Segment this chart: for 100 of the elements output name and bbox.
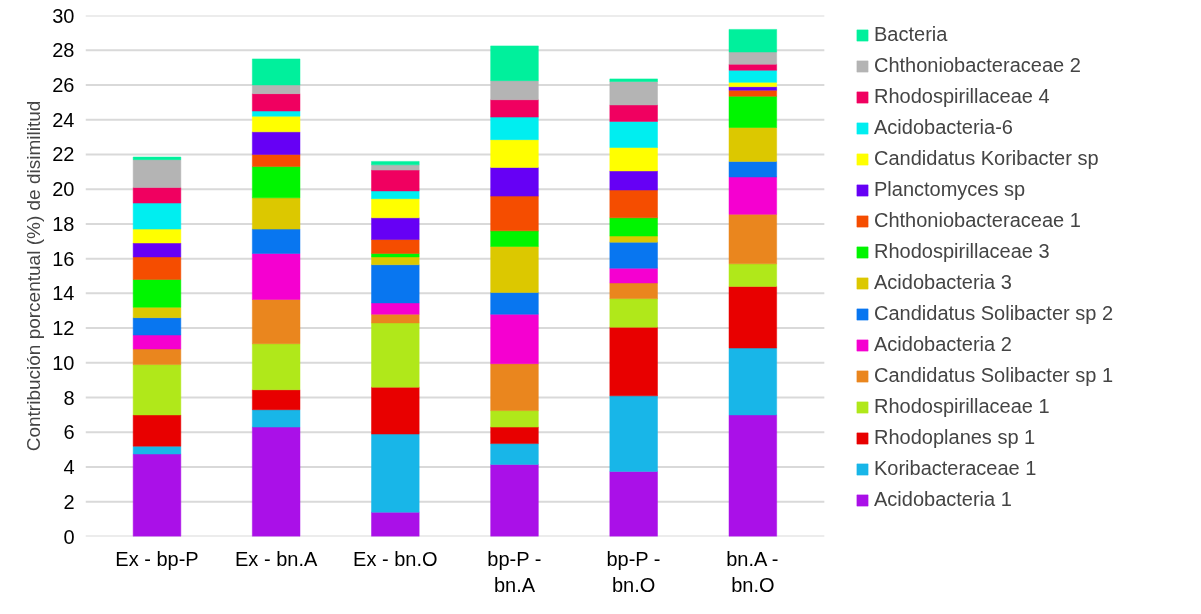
bar [371, 169, 420, 192]
bar [371, 322, 420, 388]
bar [728, 89, 777, 97]
bar [490, 80, 539, 100]
bar [132, 156, 182, 160]
bar [132, 279, 182, 308]
x-tick-label: Ex - bn.O [353, 547, 438, 570]
bar [252, 228, 301, 254]
bar [728, 86, 777, 91]
y-tick-label: 30 [52, 4, 75, 27]
bar [132, 453, 182, 537]
bar [609, 235, 658, 243]
legend-label: Candidatus Solibacter sp 2 [874, 302, 1114, 325]
bar [609, 147, 658, 172]
bar [371, 302, 420, 315]
bar [132, 256, 182, 280]
y-tick-label: 8 [63, 386, 75, 409]
bar [728, 51, 777, 65]
y-axis-title: Contribución porcentual (%) de disimilitud [23, 100, 45, 452]
bar [371, 253, 420, 258]
y-tick-label: 28 [52, 39, 75, 62]
bar [490, 99, 539, 118]
y-tick-label: 0 [63, 525, 75, 548]
bar [609, 189, 658, 219]
bar [728, 29, 777, 53]
bar [490, 313, 539, 364]
y-tick-label: 20 [52, 178, 75, 201]
y-tick-label: 10 [52, 351, 75, 374]
bar [609, 170, 658, 191]
bar [609, 267, 658, 284]
bar [609, 104, 658, 122]
bar [490, 443, 539, 465]
bar [252, 389, 301, 410]
bar [490, 230, 539, 247]
y-tick-label: 26 [52, 73, 75, 96]
bar [728, 414, 777, 537]
bar [132, 242, 182, 258]
legend-label: Koribacteraceae 1 [874, 457, 1037, 480]
bar [132, 348, 182, 365]
bar [132, 364, 182, 416]
bar [609, 282, 658, 299]
bar [609, 395, 658, 472]
bar [728, 63, 777, 71]
bar [490, 292, 539, 315]
bar [609, 298, 658, 328]
y-tick-label: 12 [52, 317, 75, 340]
legend-label: Candidatus Solibacter sp 1 [874, 364, 1114, 387]
legend-label: Rhodoplanes sp 1 [874, 426, 1036, 449]
x-tick-label: Ex - bn.A [235, 547, 318, 570]
x-tick-label: bp-P - bn.A [487, 547, 542, 596]
bar [252, 299, 301, 344]
bar [132, 307, 182, 318]
bar [371, 511, 420, 537]
bar [728, 69, 777, 83]
bar [132, 334, 182, 350]
bar [252, 343, 301, 390]
bar [490, 139, 539, 168]
bar [490, 167, 539, 197]
bar [371, 433, 420, 513]
bar [371, 239, 420, 254]
legend-label: Acidobacteria-6 [874, 116, 1013, 139]
bar [728, 96, 777, 128]
legend-label: Chthoniobacteraceae 2 [874, 54, 1081, 77]
bar [490, 195, 539, 232]
y-tick-label: 6 [63, 421, 75, 444]
bar [728, 127, 777, 162]
legend-label: Planctomyces sp [874, 178, 1026, 201]
bar [371, 386, 420, 435]
bar [252, 58, 301, 86]
bar [728, 176, 777, 215]
bar [132, 414, 182, 447]
x-tick-label: bn.A - bn.O [726, 547, 779, 596]
legend-label: Acidobacteria 1 [874, 488, 1012, 511]
legend-label: Acidobacteria 2 [874, 333, 1012, 356]
bar [728, 286, 777, 349]
bar [490, 410, 539, 428]
legend-label: Rhodospirillaceae 1 [874, 395, 1050, 418]
bar [132, 228, 182, 244]
legend-label: Chthoniobacteraceae 1 [874, 209, 1081, 232]
bar [371, 198, 420, 219]
legend-label: Bacteria [874, 23, 948, 46]
bar [252, 409, 301, 428]
bar [132, 202, 182, 230]
y-tick-label: 18 [52, 212, 75, 235]
y-tick-label: 4 [63, 456, 75, 479]
bar [490, 246, 539, 293]
bar [132, 159, 182, 188]
bar [490, 426, 539, 444]
bar [728, 263, 777, 287]
y-tick-label: 16 [52, 247, 75, 270]
bar [490, 363, 539, 411]
bar [490, 464, 539, 537]
bar [728, 214, 777, 265]
bar [490, 45, 539, 81]
legend-label: Rhodospirillaceae 4 [874, 85, 1050, 108]
legend-label: Candidatus Koribacter sp [874, 147, 1099, 170]
bar [252, 166, 301, 199]
bar [252, 197, 301, 230]
legend-label: Rhodospirillaceae 3 [874, 240, 1050, 263]
y-tick-label: 2 [63, 490, 75, 513]
